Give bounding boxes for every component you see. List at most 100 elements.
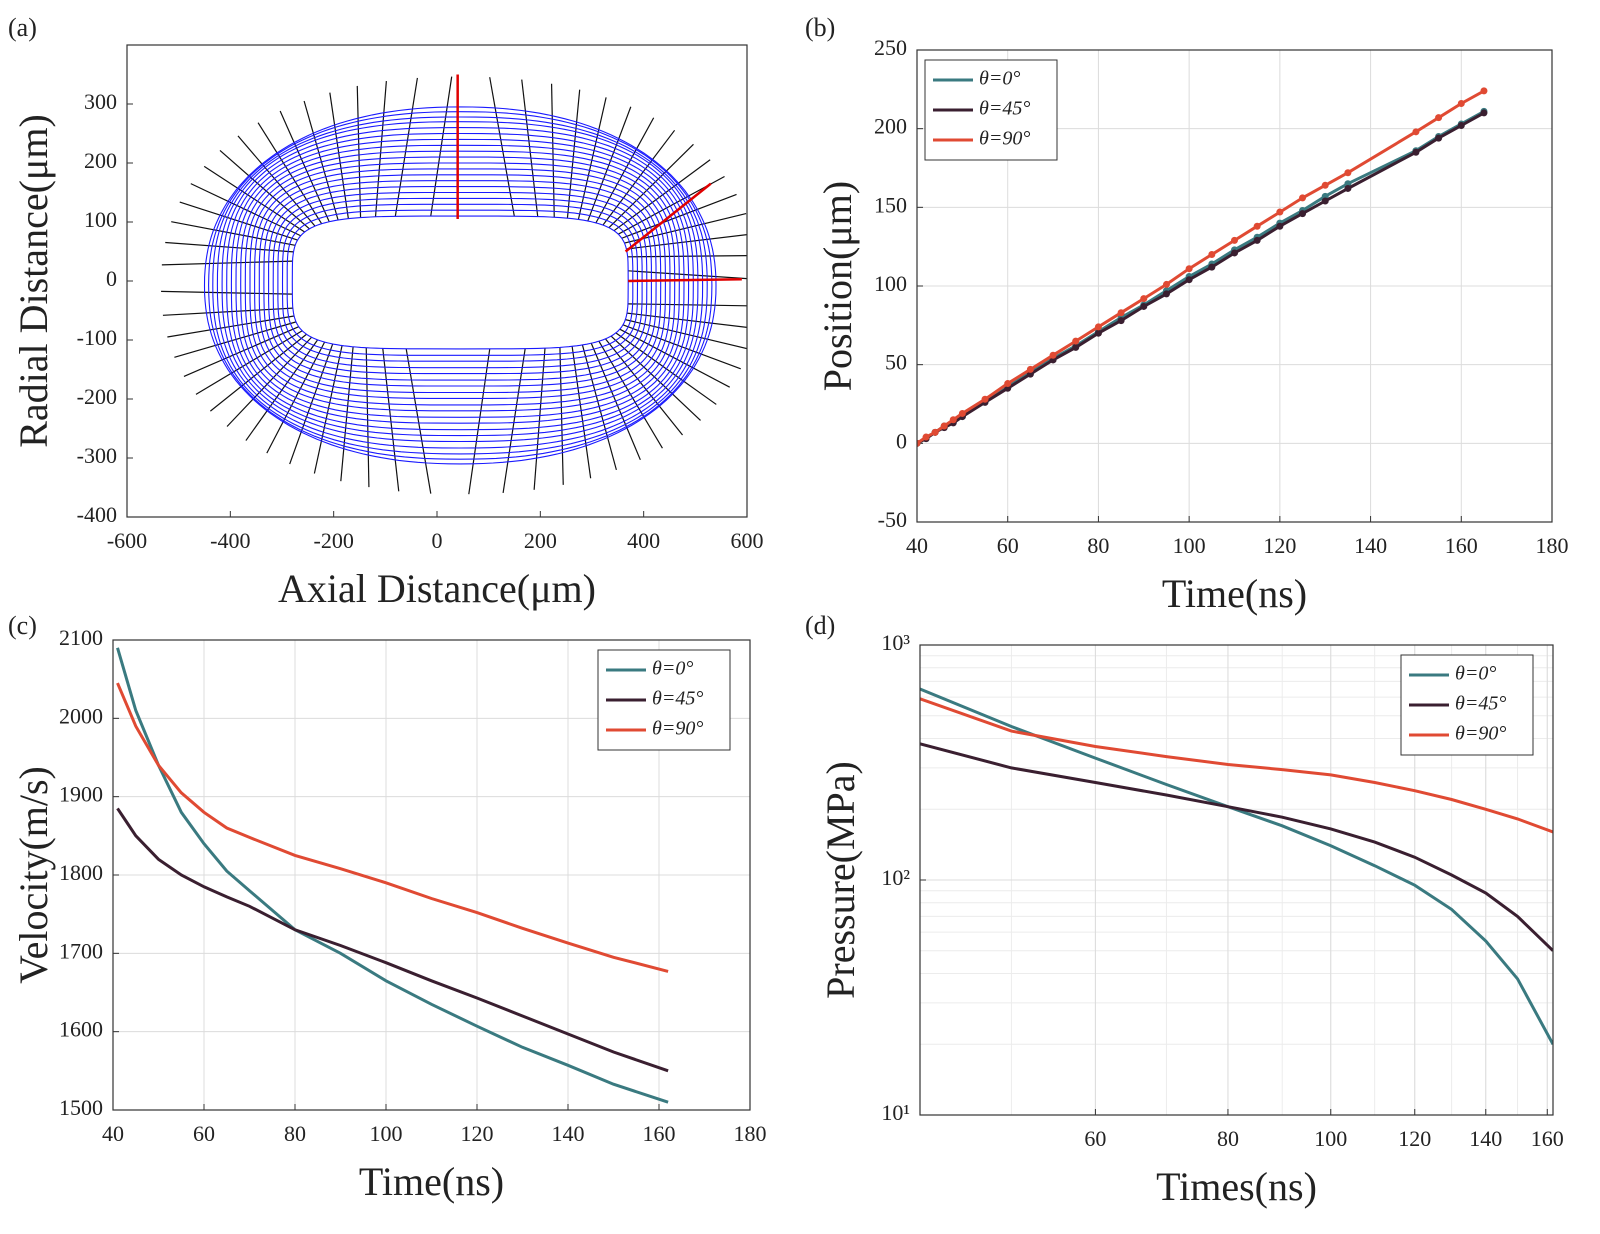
series-line: [116, 807, 669, 1073]
y-tick-label: 2000: [59, 703, 103, 728]
y-tick-label: 10²: [881, 865, 910, 890]
marker: [1117, 309, 1125, 317]
marker: [1480, 87, 1488, 95]
ray: [533, 348, 546, 490]
marker: [1140, 295, 1148, 303]
legend-label: θ=45°: [1455, 693, 1506, 715]
marker: [1185, 276, 1193, 284]
x-tick-label: 0: [432, 528, 443, 553]
y-tick-label: 0: [896, 428, 907, 453]
ray: [604, 338, 684, 436]
ray: [608, 143, 694, 229]
x-axis-label: Times(ns): [1156, 1164, 1317, 1209]
series-line: [116, 682, 669, 973]
ray: [626, 312, 747, 328]
marker: [1208, 263, 1216, 271]
axes-frame: [916, 49, 1553, 523]
y-tick-label: 100: [84, 207, 117, 232]
ray: [279, 110, 330, 222]
ray: [619, 328, 731, 388]
y-tick-label: 100: [874, 271, 907, 296]
marker: [1231, 249, 1238, 257]
front: [216, 121, 704, 449]
ray: [190, 183, 301, 237]
panel-label: (a): [8, 13, 37, 42]
x-tick-label: 80: [284, 1121, 306, 1146]
x-tick-label: -400: [210, 528, 250, 553]
marker: [1004, 380, 1012, 388]
plot-content: [920, 687, 1553, 1046]
x-tick-label: 160: [643, 1121, 676, 1146]
legend-label: θ=45°: [652, 688, 703, 710]
x-tick-label: 160: [1531, 1126, 1564, 1151]
ray: [521, 79, 539, 217]
front: [263, 180, 657, 387]
marker: [1412, 148, 1420, 156]
marker: [1140, 302, 1148, 310]
marker: [917, 439, 921, 447]
y-tick-label: 10³: [881, 630, 910, 655]
series-line: [116, 647, 669, 1104]
marker: [1299, 210, 1307, 218]
marker: [1253, 236, 1261, 244]
x-tick-label: 100: [370, 1121, 403, 1146]
y-tick-label: 1600: [59, 1017, 103, 1042]
front: [281, 203, 639, 362]
y-tick-label: 150: [874, 192, 907, 217]
x-tick-label: 160: [1445, 533, 1478, 558]
legend-label: θ=0°: [652, 658, 693, 680]
marker: [1299, 194, 1307, 202]
front: [203, 106, 717, 465]
series-line: [920, 697, 1553, 834]
ray: [405, 348, 432, 494]
marker: [1094, 329, 1102, 337]
y-axis-label: Pressure(MPa): [818, 761, 863, 999]
ray: [566, 89, 581, 219]
ray: [329, 92, 349, 219]
x-tick-label: 60: [1084, 1126, 1106, 1151]
plot-content: [161, 74, 747, 495]
series-line: [920, 742, 1553, 952]
x-tick-label: 120: [1263, 533, 1296, 558]
ray: [628, 270, 747, 280]
x-tick-label: -200: [314, 528, 354, 553]
front: [272, 191, 648, 375]
x-tick-label: 180: [734, 1121, 767, 1146]
x-tick-label: 140: [552, 1121, 585, 1146]
ray: [303, 100, 339, 221]
front: [221, 127, 699, 443]
marker: [1231, 236, 1238, 244]
marker: [1162, 290, 1170, 298]
x-axis-label: Axial Distance(μm): [278, 566, 596, 611]
ray: [625, 319, 747, 350]
front: [240, 150, 680, 418]
y-tick-label: 300: [84, 89, 117, 114]
y-tick-label: 1900: [59, 782, 103, 807]
front: [249, 162, 671, 406]
x-tick-label: 180: [1536, 533, 1569, 558]
x-tick-label: 400: [627, 528, 660, 553]
x-tick-label: 140: [1354, 533, 1387, 558]
front: [212, 116, 708, 455]
x-tick-label: 80: [1087, 533, 1109, 558]
marker: [922, 433, 930, 441]
y-tick-label: 10¹: [881, 1100, 910, 1125]
ray: [382, 348, 400, 492]
front: [286, 209, 634, 356]
x-tick-label: 600: [731, 528, 764, 553]
y-tick-label: 1700: [59, 938, 103, 963]
legend-label: θ=0°: [1455, 663, 1496, 685]
ray: [587, 106, 632, 222]
marker: [1321, 197, 1329, 205]
x-tick-label: 80: [1217, 1126, 1239, 1151]
y-tick-label: -300: [77, 443, 117, 468]
ray: [571, 346, 592, 479]
panel-label: (c): [8, 611, 37, 640]
x-tick-label: 120: [461, 1121, 494, 1146]
marker: [1344, 184, 1352, 192]
marker: [1276, 222, 1284, 230]
front: [258, 174, 662, 394]
marker: [1185, 265, 1193, 273]
marker: [1049, 351, 1057, 359]
x-tick-label: 60: [193, 1121, 215, 1146]
